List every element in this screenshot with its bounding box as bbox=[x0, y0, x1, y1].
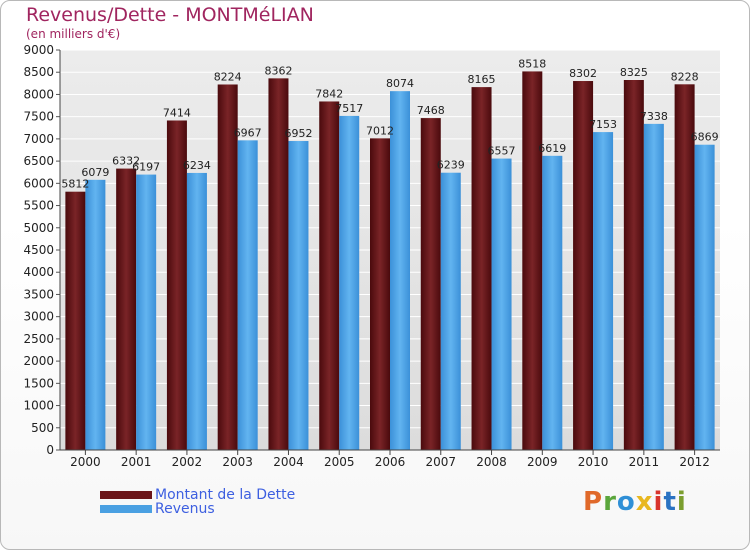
legend-swatch-revenus bbox=[100, 505, 152, 513]
bar-revenus bbox=[593, 132, 614, 451]
proxiti-logo: Proxiti bbox=[583, 487, 687, 517]
bar-revenus bbox=[288, 141, 309, 450]
x-tick-label: 2000 bbox=[70, 455, 101, 469]
data-label-debt: 8302 bbox=[569, 67, 597, 80]
y-tick-label: 3500 bbox=[23, 287, 54, 301]
bar-debt bbox=[573, 81, 594, 451]
y-tick-label: 3000 bbox=[23, 310, 54, 324]
data-label-debt: 7012 bbox=[366, 124, 394, 137]
bar-debt bbox=[319, 101, 340, 450]
data-label-debt: 8325 bbox=[620, 66, 648, 79]
data-label-debt: 8165 bbox=[468, 73, 496, 86]
y-tick-label: 8500 bbox=[23, 65, 54, 79]
y-tick-label: 4500 bbox=[23, 243, 54, 257]
bar-debt bbox=[623, 80, 644, 450]
legend-label-revenus: Revenus bbox=[155, 501, 215, 517]
bar-revenus bbox=[339, 115, 360, 451]
chart-subtitle: (en milliers d'€) bbox=[26, 27, 121, 41]
bar-revenus bbox=[186, 172, 207, 450]
y-tick-label: 6500 bbox=[23, 154, 54, 168]
data-label-revenus: 6079 bbox=[81, 166, 109, 179]
y-tick-label: 6000 bbox=[23, 176, 54, 190]
data-label-debt: 8362 bbox=[264, 64, 292, 77]
data-label-revenus: 7153 bbox=[589, 118, 617, 131]
bar-revenus bbox=[694, 144, 715, 450]
x-tick-label: 2012 bbox=[679, 455, 710, 469]
bar-debt bbox=[522, 71, 543, 450]
bar-revenus bbox=[542, 155, 563, 451]
bar-debt bbox=[166, 120, 187, 450]
y-tick-label: 9000 bbox=[23, 43, 54, 57]
legend-item-revenus: Revenus bbox=[100, 501, 215, 517]
x-tick-label: 2005 bbox=[324, 455, 355, 469]
legend-item-debt: Montant de la Dette bbox=[100, 487, 295, 503]
data-label-revenus: 6197 bbox=[132, 161, 160, 174]
bar-debt bbox=[268, 78, 289, 450]
y-tick-label: 500 bbox=[31, 421, 54, 435]
bar-debt bbox=[674, 84, 695, 451]
x-tick-label: 2002 bbox=[172, 455, 203, 469]
bar-debt bbox=[471, 87, 492, 450]
data-label-debt: 6332 bbox=[112, 155, 140, 168]
x-tick-label: 2008 bbox=[476, 455, 507, 469]
chart-title: Revenus/Dette - MONTMéLIAN bbox=[26, 4, 314, 26]
data-label-debt: 5812 bbox=[61, 178, 89, 191]
data-label-revenus: 7338 bbox=[640, 110, 668, 123]
x-tick-label: 2004 bbox=[273, 455, 304, 469]
bar-debt bbox=[65, 191, 86, 450]
bar-debt bbox=[370, 138, 390, 450]
data-label-revenus: 6869 bbox=[691, 131, 719, 144]
data-label-revenus: 6234 bbox=[183, 159, 211, 172]
data-label-debt: 7842 bbox=[315, 87, 343, 100]
bar-revenus bbox=[85, 179, 106, 451]
x-tick-label: 2001 bbox=[121, 455, 152, 469]
x-tick-label: 2006 bbox=[375, 455, 406, 469]
bar-debt bbox=[116, 168, 137, 451]
y-tick-label: 5000 bbox=[23, 221, 54, 235]
y-tick-label: 1000 bbox=[23, 399, 54, 413]
bar-debt bbox=[217, 84, 238, 450]
data-label-debt: 8518 bbox=[518, 57, 546, 70]
bar-revenus bbox=[390, 91, 410, 451]
bar-revenus bbox=[643, 123, 664, 450]
y-tick-label: 2500 bbox=[23, 332, 54, 346]
data-label-revenus: 7517 bbox=[335, 102, 363, 115]
bar-debt bbox=[420, 118, 441, 450]
data-label-debt: 8228 bbox=[671, 70, 699, 83]
y-tick-label: 1500 bbox=[23, 376, 54, 390]
data-label-revenus: 6952 bbox=[284, 127, 312, 140]
data-label-debt: 8224 bbox=[214, 70, 242, 83]
data-label-debt: 7468 bbox=[417, 104, 445, 117]
data-label-revenus: 6239 bbox=[437, 159, 465, 172]
bar-revenus bbox=[491, 158, 512, 451]
y-tick-label: 7000 bbox=[23, 132, 54, 146]
y-tick-label: 4000 bbox=[23, 265, 54, 279]
x-tick-label: 2003 bbox=[222, 455, 253, 469]
data-label-revenus: 6557 bbox=[488, 145, 516, 158]
data-label-revenus: 6967 bbox=[234, 126, 262, 139]
data-label-revenus: 6619 bbox=[538, 142, 566, 155]
legend-swatch-debt bbox=[100, 491, 152, 499]
bar-revenus bbox=[440, 172, 461, 450]
data-label-revenus: 8074 bbox=[386, 77, 414, 90]
bar-revenus bbox=[237, 140, 258, 450]
bar-revenus bbox=[136, 174, 157, 451]
y-tick-label: 2000 bbox=[23, 354, 54, 368]
y-tick-label: 8000 bbox=[23, 87, 54, 101]
y-tick-label: 7500 bbox=[23, 110, 54, 124]
y-tick-label: 5500 bbox=[23, 199, 54, 213]
x-tick-label: 2011 bbox=[629, 455, 660, 469]
x-tick-label: 2007 bbox=[425, 455, 456, 469]
data-label-debt: 7414 bbox=[163, 106, 191, 119]
legend-label-debt: Montant de la Dette bbox=[155, 487, 296, 503]
x-tick-label: 2009 bbox=[527, 455, 558, 469]
x-tick-label: 2010 bbox=[578, 455, 609, 469]
y-tick-label: 0 bbox=[46, 443, 54, 457]
